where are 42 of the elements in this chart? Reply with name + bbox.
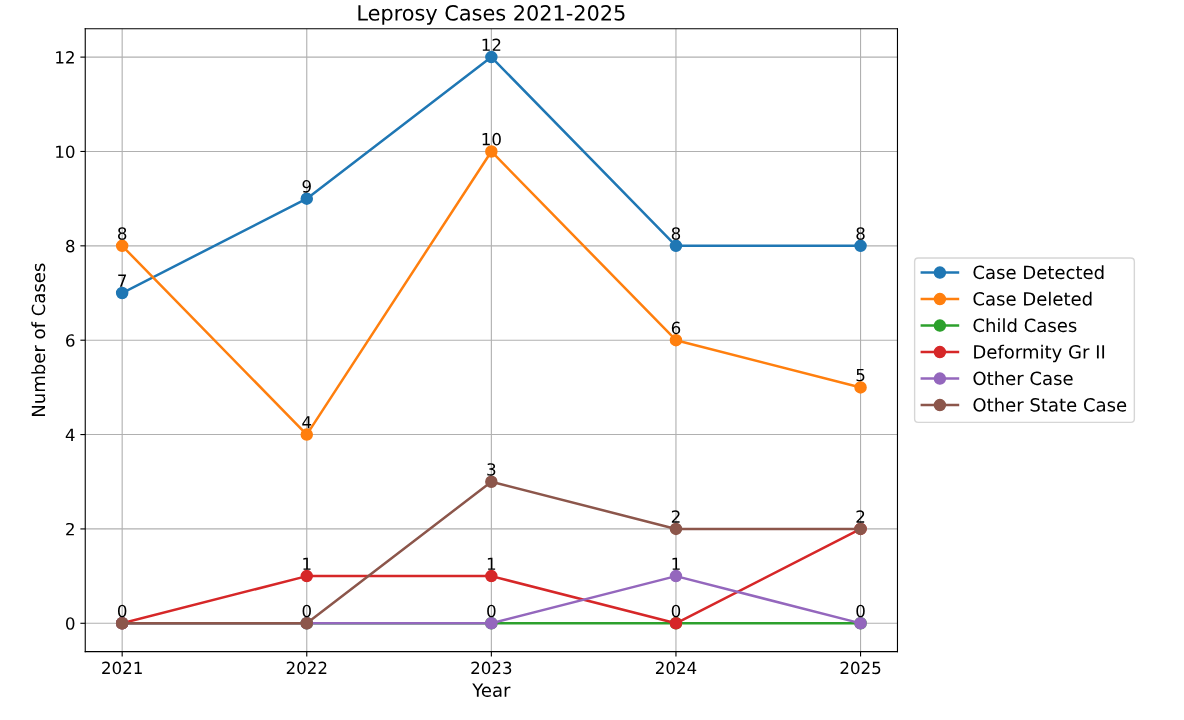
data-label: 0 [487,604,496,618]
legend-label: Deformity Gr II [974,344,1105,363]
data-label: 0 [117,604,127,618]
data-label: 4 [302,416,312,429]
chart-title: Leprosy Cases 2021-2025 [358,5,625,25]
data-label: 1 [487,557,496,570]
x-tick-label: 2025 [840,661,881,675]
legend-label: Case Deleted [973,291,1092,306]
data-label: 3 [487,463,496,476]
y-tick-label: 6 [66,334,75,347]
y-tick-label: 4 [65,428,75,441]
data-label: 2 [671,510,680,523]
data-label: 8 [856,227,865,240]
legend-label: Other State Case [973,397,1127,412]
data-label: 8 [118,227,127,240]
data-label: 7 [118,274,127,287]
y-tick-label: 2 [66,522,74,536]
y-tick-label: 8 [66,239,75,253]
data-label: 5 [856,368,865,382]
legend-label: Child Cases [973,318,1077,333]
data-label: 9 [302,180,311,193]
legend-label: Other Case [973,371,1073,386]
x-tick-label: 2024 [655,661,697,675]
y-axis-title: Number of Cases [31,263,46,416]
data-label: 10 [482,132,501,146]
x-tick-label: 2023 [471,661,512,675]
data-label: 1 [303,557,311,570]
data-label: 0 [856,604,865,618]
data-label: 0 [671,604,681,618]
data-label: 6 [671,321,681,335]
x-tick-label: 2021 [102,661,142,675]
y-tick-label: 12 [56,51,74,64]
y-tick-label: 0 [66,617,75,630]
data-label: 12 [482,38,501,51]
data-label: 2 [856,510,865,523]
y-tick-label: 10 [56,145,75,159]
data-label: 8 [671,227,681,240]
data-label: 1 [672,557,680,570]
legend-label: Case Detected [973,265,1104,280]
x-tick-label: 2022 [286,661,327,675]
x-axis-title: Year [472,683,511,697]
data-label: 0 [302,604,311,618]
